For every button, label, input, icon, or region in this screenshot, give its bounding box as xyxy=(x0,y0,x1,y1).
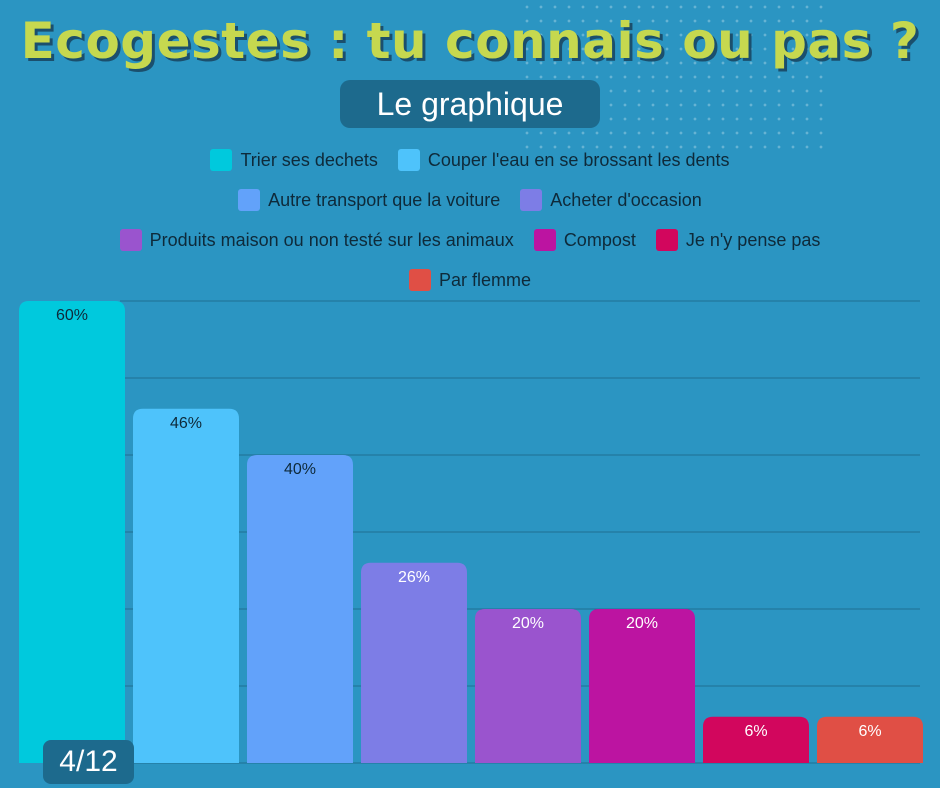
legend-row: Produits maison ou non testé sur les ani… xyxy=(0,220,940,260)
legend-label: Par flemme xyxy=(438,269,532,290)
legend-swatch xyxy=(533,229,556,251)
bar-value-label: 60% xyxy=(56,307,88,324)
legend-swatch xyxy=(119,229,142,251)
legend-item: Couper l'eau en se brossant les dents xyxy=(397,149,730,171)
bar-value-label: 20% xyxy=(512,615,544,632)
legend-item: Acheter d'occasion xyxy=(520,189,702,211)
legend-swatch xyxy=(520,189,543,211)
bar-value-label: 40% xyxy=(284,461,316,478)
page-indicator: 4/12 xyxy=(43,740,134,784)
page-title: Ecogestes : tu connais ou pas ? xyxy=(20,12,920,70)
legend-item: Produits maison ou non testé sur les ani… xyxy=(119,229,514,251)
bar xyxy=(817,716,923,763)
legend-label: Acheter d'occasion xyxy=(550,189,702,210)
bar xyxy=(475,609,581,763)
bar xyxy=(19,301,125,763)
legend-swatch xyxy=(655,229,678,251)
bar xyxy=(133,408,239,763)
legend-item: Par flemme xyxy=(408,269,532,291)
legend-item: Trier ses dechets xyxy=(210,149,378,171)
legend-swatch xyxy=(408,269,431,291)
bar xyxy=(589,609,695,763)
legend-item: Compost xyxy=(533,229,636,251)
legend-row: Autre transport que la voiture Acheter d'… xyxy=(0,180,940,220)
bar-value-label: 20% xyxy=(626,615,658,632)
subtitle-badge: Le graphique xyxy=(340,80,600,128)
legend-label: Produits maison ou non testé sur les ani… xyxy=(149,229,514,250)
legend-swatch xyxy=(238,189,261,211)
legend-swatch xyxy=(397,149,420,171)
legend-label: Compost xyxy=(563,229,636,250)
legend-label: Couper l'eau en se brossant les dents xyxy=(427,149,730,170)
legend-item: Je n'y pense pas xyxy=(655,229,821,251)
legend-label: Autre transport que la voiture xyxy=(268,189,501,210)
bar xyxy=(361,562,467,763)
bar-value-label: 6% xyxy=(744,723,767,740)
legend-label: Je n'y pense pas xyxy=(685,229,821,250)
bar-value-label: 6% xyxy=(858,723,881,740)
legend-row: Par flemme xyxy=(0,260,940,300)
legend-label: Trier ses dechets xyxy=(240,149,378,170)
bar xyxy=(247,455,353,763)
legend-row: Trier ses dechets Couper l'eau en se bros… xyxy=(0,140,940,180)
legend-item: Autre transport que la voiture xyxy=(238,189,500,211)
bar-value-label: 46% xyxy=(170,415,202,432)
legend-swatch xyxy=(210,149,233,171)
chart-legend: Trier ses dechets Couper l'eau en se bros… xyxy=(0,140,940,300)
bar xyxy=(703,716,809,763)
bar-value-label: 26% xyxy=(398,569,430,586)
